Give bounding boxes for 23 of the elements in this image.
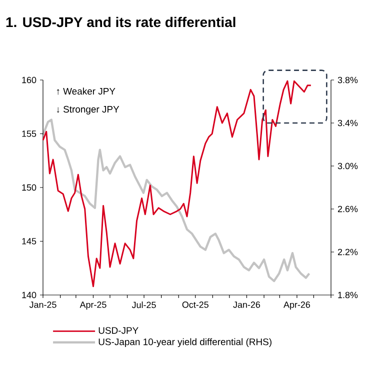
y2-tick-label: 3.8% [338, 76, 358, 84]
annotation: ↓ Stronger JPY [56, 106, 120, 114]
x-tick-label: Jul-25 [132, 302, 156, 308]
x-tick-label: Apr-26 [284, 302, 310, 310]
y-tick-label: 150 [22, 184, 36, 191]
annotation: ↑ Weaker JPY [56, 88, 116, 95]
line-series [42, 118, 310, 282]
x-tick-label: Oct-25 [182, 302, 208, 308]
y-tick-label: 140 [22, 292, 36, 298]
y2-tick-label: 3.4% [338, 120, 358, 126]
y-tick-label: 155 [22, 130, 36, 137]
y2-tick-label: 2.6% [338, 206, 358, 212]
legend-label: USD-JPY [98, 327, 138, 334]
y2-tick-label: 2.2% [338, 248, 358, 256]
y-tick-label: 145 [22, 238, 36, 244]
x-tick-label: Jan-26 [233, 302, 260, 308]
chart-title: 1. USD-JPY and its rate differential [6, 16, 236, 28]
x-tick-label: Jan-25 [29, 302, 56, 308]
legend-label: US-Japan 10-year yield differential (RHS) [98, 338, 272, 348]
y2-tick-label: 1.8% [338, 292, 358, 298]
x-tick-label: Apr-25 [80, 302, 106, 310]
y-tick-label: 160 [22, 76, 36, 84]
y2-tick-label: 3.0% [338, 162, 358, 170]
